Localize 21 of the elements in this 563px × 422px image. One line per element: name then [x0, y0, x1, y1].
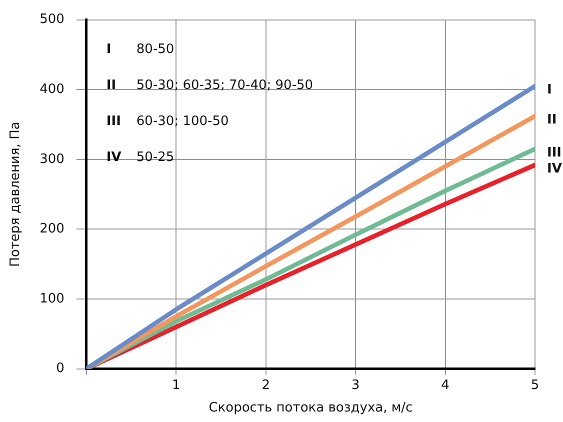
y-tick-label: 500 [40, 12, 64, 28]
x-tick-label: 3 [351, 378, 360, 393]
y-axis-title: Потеря давления, Па [8, 122, 24, 267]
text: I 80-50 [106, 42, 174, 58]
annotation: III 60-30; 100-50 [106, 114, 229, 130]
y-tick-label: 300 [40, 152, 64, 167]
x-axis-title: Скорость потока воздуха, м/с [208, 400, 413, 416]
annotation: IV 50-25 [106, 150, 174, 166]
y-tick-label: 200 [40, 222, 64, 237]
x-tick-label: 2 [262, 378, 270, 393]
text: II 50-30; 60-35; 70-40; 90-50 [106, 78, 314, 94]
y-tick-label: 0 [56, 361, 64, 376]
y-tick-label: 400 [40, 82, 64, 97]
series-label: II [547, 112, 557, 128]
series-label: IV [547, 161, 562, 176]
x-tick-label: 4 [441, 378, 450, 393]
x-tick-label: 5 [530, 378, 540, 393]
x-tick-label: 1 [172, 378, 180, 393]
series-label: I [547, 82, 552, 98]
y-tick-label: 100 [40, 291, 64, 306]
series-label: III [547, 145, 562, 160]
